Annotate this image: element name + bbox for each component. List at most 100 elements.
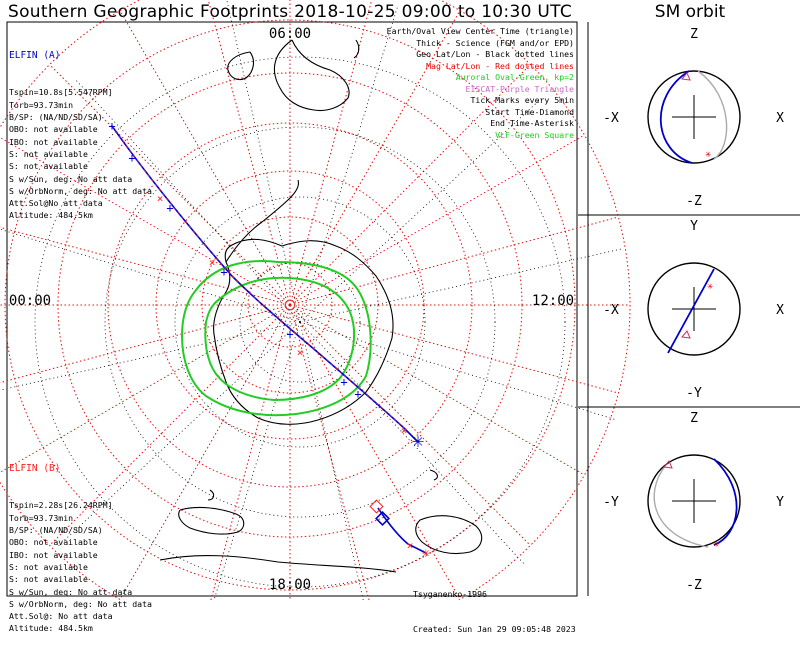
sm-orbit-panels: Z -Z -X X Y -Y -X X Z -Z -Y Y ✳ ✳ ✳ <box>578 22 800 596</box>
coastline <box>273 39 350 112</box>
mlt-spoke <box>0 226 291 306</box>
legend-entry: Tick Marks every 5min <box>470 95 574 105</box>
coastline <box>227 51 255 81</box>
mlt-spoke <box>119 304 291 600</box>
coastline <box>207 489 215 501</box>
clock-label-bottom: 18:00 <box>269 577 311 593</box>
elfin-a-track <box>111 125 419 443</box>
legend-entry: Thick - Science (FGM and/or EPD) <box>416 37 574 48</box>
coastline <box>429 469 439 481</box>
geo-lat-circle <box>174 196 426 448</box>
earth-circle <box>647 454 741 548</box>
end-asterisk: ✳ <box>412 428 424 452</box>
orbit-end-asterisk: ✳ <box>707 281 713 292</box>
elfin-b-line: Torb=93.73min <box>9 512 74 523</box>
sm-orbit-title: SM orbit <box>654 2 726 22</box>
view-triangle <box>681 330 691 339</box>
legend-entry: Mag Lat/Lon - Red dotted lines <box>426 60 574 71</box>
coastline <box>415 515 483 555</box>
mlt-spoke <box>0 304 291 384</box>
axis-label-left: -X <box>603 111 619 126</box>
geo-lat-circle <box>34 56 566 588</box>
map-frame <box>6 21 578 597</box>
geo-lat-circle <box>239 261 361 383</box>
clock-label-top: 06:00 <box>269 26 311 42</box>
elfin-a-line: B/SP: (NA/ND/SD/SA) <box>9 112 103 123</box>
elfin-b-header: ELFIN (B) <box>9 462 61 474</box>
mag-lat-circle <box>247 262 333 348</box>
mag-lat-circle <box>0 0 631 600</box>
track-tick-mark: + <box>286 327 293 341</box>
track-tick-mark: + <box>166 201 173 215</box>
mlt-spoke <box>289 134 585 306</box>
elfin-a-header: ELFIN (A) <box>9 49 61 61</box>
mag-tick-mark: × <box>407 539 414 552</box>
mlt-spoke <box>49 304 291 546</box>
mlt-spoke <box>289 216 619 306</box>
elfin-a-line: Tspin=10.8s[5.547RPM] <box>9 87 113 98</box>
auroral-oval <box>180 260 372 417</box>
axis-label-left: -X <box>603 303 619 318</box>
sm-panel-yz: Z -Z -Y Y <box>603 411 784 593</box>
axis-label-bottom: -Y <box>686 386 702 401</box>
mlt-spoke <box>289 304 531 546</box>
legend: Earth/Oval View Center Time (triangle) Th… <box>387 26 574 141</box>
view-triangle <box>681 72 691 81</box>
start-diamond-b <box>369 499 384 514</box>
geo-lon-line <box>299 321 616 420</box>
model-credit: Tsyganenko-1996 <box>413 589 487 599</box>
geo-lon-line <box>299 248 622 323</box>
polar-footprint-map: ++++++×××× ✳+× ✳ 06:00 00:00 12:00 18:00 Z… <box>0 0 800 600</box>
elfin-a-line: Altitude: 484.5km <box>9 210 93 221</box>
earth-circle <box>647 262 741 356</box>
elfin-b-line: IBO: not available <box>9 549 98 560</box>
mag-tick-mark: × <box>401 424 408 437</box>
created-timestamp: Created: Sun Jan 29 09:05:48 2023 <box>413 623 576 634</box>
track-tick-mark: + <box>128 151 135 165</box>
elfin-a-line: S w/Sun, deg: No att data <box>9 173 133 184</box>
coastline <box>178 506 245 535</box>
elfin-a-line: S: not available <box>9 161 88 172</box>
mag-tick-mark: × <box>297 346 304 359</box>
geo-lat-circle <box>104 126 496 518</box>
mlt-spoke <box>289 0 373 306</box>
elfin-a-line: IBO: not available <box>9 136 98 147</box>
track-tick-mark: + <box>340 375 347 389</box>
axis-label-top: Z <box>690 411 698 426</box>
start-marker: + <box>108 119 115 133</box>
elfin-b-line: Att.Sol@: No att data <box>9 611 113 622</box>
coastline <box>353 39 360 59</box>
mag-lat-circle <box>107 122 473 488</box>
legend-entry: VLF-Green Square <box>495 129 574 140</box>
mlt-spoke <box>0 136 291 306</box>
orbit-end-asterisk: ✳ <box>705 149 711 160</box>
mlt-spoke <box>289 304 370 600</box>
track-tick-mark: + <box>220 265 227 279</box>
elfin-b-line: S: not available <box>9 561 88 572</box>
elfin-b-line: OBO: not available <box>9 537 98 548</box>
mag-tick-mark: × <box>157 192 164 205</box>
axis-label-right: X <box>776 303 784 318</box>
elfin-a-line: Att.Sol@No att data <box>9 198 103 209</box>
axis-label-left: -Y <box>603 495 619 510</box>
orbit-a <box>659 70 693 164</box>
geo-lon-line <box>299 6 398 323</box>
elfin-b-info: ELFIN (B) Tspin=2.28s[26.24RPM] Torb=93.7… <box>9 438 152 647</box>
mlt-spoke <box>289 64 531 306</box>
mag-tick-mark: × <box>209 256 216 269</box>
axis-label-bottom: -Z <box>686 578 702 593</box>
start-diamond <box>375 511 390 526</box>
elfin-b-line: Altitude: 484.5km <box>9 623 93 634</box>
credit: Tsyganenko-1996 Created: Sun Jan 29 09:0… <box>413 566 576 647</box>
geo-lon-line <box>0 321 301 391</box>
elfin-a-line: Torb=93.73min <box>9 99 74 110</box>
elfin-b-line: S w/Sun, deg: No att data <box>9 586 133 597</box>
orbit-a <box>667 268 715 354</box>
coastlines <box>159 39 483 573</box>
axis-label-top: Y <box>690 219 698 234</box>
mlt-spoke <box>289 304 461 600</box>
coastline <box>225 179 300 263</box>
sm-panel-xy: Y -Y -X X <box>603 219 784 401</box>
geo-grid <box>0 0 622 600</box>
mlt-spoke <box>289 10 461 306</box>
